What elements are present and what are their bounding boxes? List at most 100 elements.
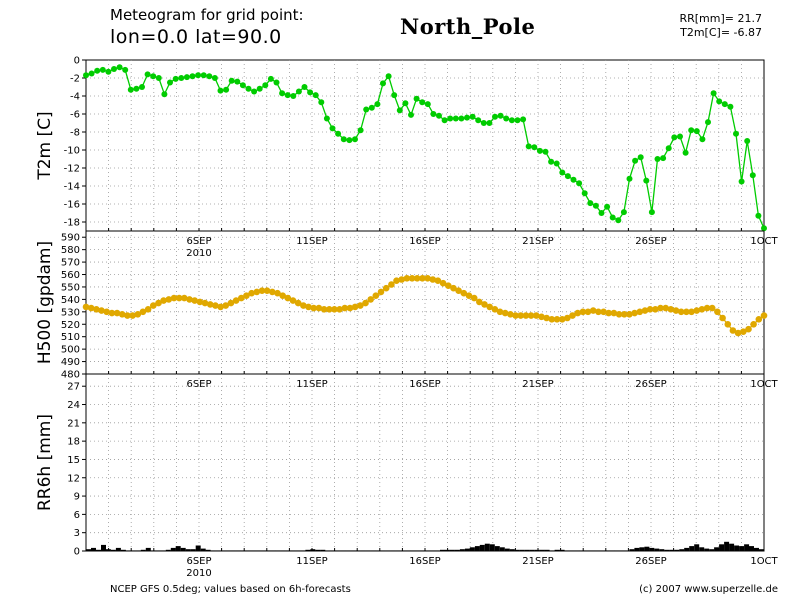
h500-point (745, 325, 752, 333)
t2m-axis-label: T2m [C] (35, 111, 55, 180)
rr6h-bar (375, 550, 381, 551)
t2m-point (329, 125, 336, 132)
h500-point (496, 308, 504, 316)
h500-point (631, 309, 638, 317)
h500-point (662, 304, 669, 312)
rr6h-bar (659, 549, 665, 551)
h500-point (227, 299, 235, 307)
t2m-point (368, 104, 375, 111)
rr6h-bar (524, 549, 530, 551)
h500-point (636, 308, 644, 316)
rr6h-bar (395, 550, 401, 551)
rr6h-bar (759, 549, 764, 551)
rr6h-bar (604, 550, 610, 551)
h500-axis-label: H500 [gpdam] (35, 241, 55, 364)
rr6h-bar (694, 544, 700, 551)
t2m-point (744, 138, 751, 144)
h500-point (486, 303, 494, 311)
rr6h-bar (669, 549, 675, 551)
rr6h-xtick-label: 1OCT (750, 556, 778, 567)
rr6h-bar (195, 545, 201, 551)
rr6h-bar (749, 546, 754, 551)
rr6h-bar (529, 549, 535, 551)
h500-point (263, 287, 271, 295)
t2m-point (677, 133, 683, 140)
h500-point (284, 294, 292, 302)
h500-point (455, 287, 462, 295)
rr6h-bar (210, 550, 216, 551)
t2m-point (682, 149, 689, 156)
h500-point (434, 277, 442, 285)
rr6h-bar (120, 549, 126, 551)
h500-point (196, 298, 204, 306)
h500-point (481, 301, 488, 308)
rr6h-bar (220, 550, 226, 551)
rr6h-axis-label: RR6h [mm] (35, 414, 55, 511)
rr6h-bar (110, 549, 116, 551)
h500-point (460, 289, 468, 297)
rr6h-bar (355, 550, 361, 551)
h500-point (465, 292, 473, 300)
rr6h-bar (440, 549, 445, 551)
rr6h-bar (589, 550, 595, 551)
rr6h-bar (86, 549, 91, 551)
h500-point (424, 275, 431, 282)
footer-credit: (c) 2007 www.superzelle.de (639, 584, 778, 595)
rr6h-ytick-label: 9 (74, 492, 80, 503)
t2m-point (716, 98, 723, 105)
rr6h-bar (205, 549, 211, 551)
h500-point (729, 327, 737, 334)
t2m-point (553, 160, 560, 167)
rr6h-bar (444, 549, 450, 551)
rr6h-bar (514, 549, 520, 551)
t2m-point (531, 144, 538, 151)
h500-point (501, 309, 509, 317)
rr6h-xtick-label: 6SEP (186, 556, 211, 567)
t2m-point (357, 127, 364, 134)
rr6h-bar (654, 548, 660, 551)
h500-point (310, 304, 318, 312)
t2m-point (536, 147, 543, 154)
t2m-point (755, 212, 762, 219)
h500-point (175, 294, 183, 302)
h500-point (165, 296, 173, 303)
h500-point (367, 296, 375, 303)
meteogram-subtitle: Meteogram for grid point: (110, 6, 304, 24)
rr6h-bar (744, 544, 750, 551)
rr6h-bar (534, 549, 540, 551)
rr6h-ytick-label: 6 (74, 510, 80, 521)
t2m-point (430, 111, 437, 117)
h500-xtick-label: 6SEP (186, 379, 211, 390)
rr6h-ytick-label: 27 (67, 382, 80, 393)
h500-point (108, 309, 116, 317)
h500-point (641, 307, 649, 314)
t2m-point (200, 72, 207, 79)
t2m-point (721, 101, 728, 108)
rr6h-bar (729, 543, 735, 551)
temperature-mean-readout: T2m[C]= -6.87 (680, 26, 762, 39)
h500-ytick-label: 500 (61, 345, 80, 356)
rr6h-bar (709, 549, 715, 551)
h500-point (538, 313, 545, 321)
h500-point (558, 316, 566, 323)
h500-point (755, 316, 763, 323)
rr6h-bar (539, 549, 545, 551)
h500-point (118, 311, 126, 318)
t2m-point (643, 177, 650, 184)
h500-point (569, 312, 576, 319)
rr6h-bar (474, 546, 480, 551)
t2m-point (262, 82, 269, 89)
h500-ytick-label: 490 (61, 357, 80, 368)
rr6h-bar (125, 550, 131, 551)
h500-point (294, 299, 302, 307)
h500-point (351, 303, 359, 311)
rr6h-bar (464, 548, 470, 551)
h500-point (683, 308, 690, 316)
rr6h-bar (564, 550, 570, 551)
t2m-point (234, 78, 241, 85)
h500-point (724, 321, 732, 328)
rr6h-bar (300, 550, 306, 551)
h500-point (181, 294, 188, 302)
t2m-point (99, 66, 106, 73)
rr6h-bar (260, 550, 266, 551)
